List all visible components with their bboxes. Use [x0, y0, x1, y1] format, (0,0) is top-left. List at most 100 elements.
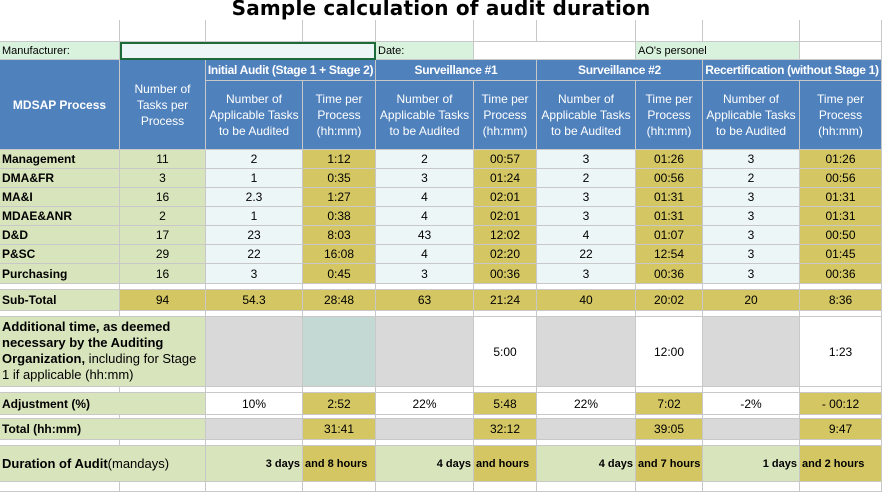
adjustment-s1_t[interactable]: 5:48: [474, 393, 537, 415]
total-s2-t[interactable]: 39:05: [636, 419, 703, 440]
total-s1-n[interactable]: [376, 419, 474, 440]
empty-cell[interactable]: [206, 440, 303, 446]
empty-cell[interactable]: [703, 311, 800, 317]
row-ia_n[interactable]: 2.3: [206, 188, 303, 207]
total-ia-n[interactable]: [206, 419, 303, 440]
additional-s2-n[interactable]: [537, 317, 636, 387]
row-ia_n[interactable]: 2: [206, 150, 303, 169]
row-ia_n[interactable]: 3: [206, 264, 303, 284]
row-s2_t[interactable]: 12:54: [636, 245, 703, 264]
ao-personel-input[interactable]: [800, 42, 882, 60]
empty-cell[interactable]: [636, 482, 703, 492]
empty-cell[interactable]: [474, 482, 537, 492]
total-rc-t[interactable]: 9:47: [800, 419, 882, 440]
empty-cell[interactable]: [474, 284, 537, 290]
empty-cell[interactable]: [303, 415, 376, 419]
row-s1_n[interactable]: 4: [376, 188, 474, 207]
duration-ia-days[interactable]: 3 days: [206, 446, 303, 482]
row-rc_t[interactable]: 01:45: [800, 245, 882, 264]
row-rc_n[interactable]: 3: [703, 245, 800, 264]
row-s1_t[interactable]: 12:02: [474, 226, 537, 245]
adjustment-rc_t[interactable]: - 00:12: [800, 393, 882, 415]
row-s1_n[interactable]: 2: [376, 150, 474, 169]
row-s1_t[interactable]: 00:57: [474, 150, 537, 169]
row-number-of-tasks[interactable]: 16: [120, 264, 206, 284]
row-s1_n[interactable]: 4: [376, 207, 474, 226]
empty-cell[interactable]: [537, 482, 636, 492]
row-rc_n[interactable]: 2: [703, 169, 800, 188]
subtotal-s2_n[interactable]: 40: [537, 290, 636, 311]
empty-cell[interactable]: [376, 284, 474, 290]
additional-rc-n[interactable]: [703, 317, 800, 387]
empty-cell[interactable]: [0, 415, 120, 419]
row-s1_t[interactable]: 02:01: [474, 207, 537, 226]
empty-cell[interactable]: [474, 440, 537, 446]
row-ia_t[interactable]: 1:27: [303, 188, 376, 207]
empty-cell[interactable]: [303, 387, 376, 393]
row-ia_t[interactable]: 8:03: [303, 226, 376, 245]
empty-cell[interactable]: [537, 20, 636, 42]
duration-ia-hours[interactable]: and 8 hours: [303, 446, 376, 482]
empty-cell[interactable]: [376, 311, 474, 317]
row-s2_t[interactable]: 01:31: [636, 207, 703, 226]
manufacturer-input[interactable]: [120, 42, 376, 60]
row-number-of-tasks[interactable]: 11: [120, 150, 206, 169]
row-rc_t[interactable]: 00:36: [800, 264, 882, 284]
adjustment-s2_t[interactable]: 7:02: [636, 393, 703, 415]
row-number-of-tasks[interactable]: 3: [120, 169, 206, 188]
empty-cell[interactable]: [537, 284, 636, 290]
empty-cell[interactable]: [474, 387, 537, 393]
empty-cell[interactable]: [120, 284, 206, 290]
date-input[interactable]: [474, 42, 636, 60]
empty-cell[interactable]: [537, 415, 636, 419]
row-ia_n[interactable]: 1: [206, 207, 303, 226]
subtotal-s1_n[interactable]: 63: [376, 290, 474, 311]
additional-ia-t[interactable]: [303, 317, 376, 387]
empty-cell[interactable]: [303, 482, 376, 492]
row-s2_t[interactable]: 01:07: [636, 226, 703, 245]
empty-cell[interactable]: [703, 387, 800, 393]
empty-cell[interactable]: [303, 311, 376, 317]
empty-cell[interactable]: [120, 415, 206, 419]
additional-ia-n[interactable]: [206, 317, 303, 387]
row-s2_n[interactable]: 22: [537, 245, 636, 264]
row-s1_t[interactable]: 01:24: [474, 169, 537, 188]
empty-cell[interactable]: [537, 387, 636, 393]
row-s2_t[interactable]: 00:36: [636, 264, 703, 284]
empty-cell[interactable]: [703, 482, 800, 492]
row-s2_n[interactable]: 4: [537, 226, 636, 245]
row-ia_t[interactable]: 0:45: [303, 264, 376, 284]
row-s2_n[interactable]: 3: [537, 264, 636, 284]
row-rc_n[interactable]: 3: [703, 150, 800, 169]
empty-cell[interactable]: [206, 284, 303, 290]
duration-rc-days[interactable]: 1 days: [703, 446, 800, 482]
row-rc_t[interactable]: 01:26: [800, 150, 882, 169]
duration-s1-hours[interactable]: and hours: [474, 446, 537, 482]
row-rc_t[interactable]: 00:50: [800, 226, 882, 245]
empty-cell[interactable]: [206, 387, 303, 393]
additional-rc-t[interactable]: 1:23: [800, 317, 882, 387]
empty-cell[interactable]: [376, 20, 474, 42]
empty-cell[interactable]: [120, 482, 206, 492]
total-s2-n[interactable]: [537, 419, 636, 440]
row-rc_n[interactable]: 3: [703, 226, 800, 245]
subtotal-s2_t[interactable]: 20:02: [636, 290, 703, 311]
empty-cell[interactable]: [474, 415, 537, 419]
row-rc_n[interactable]: 3: [703, 188, 800, 207]
total-ia-t[interactable]: 31:41: [303, 419, 376, 440]
duration-s1-days[interactable]: 4 days: [376, 446, 474, 482]
total-s1-t[interactable]: 32:12: [474, 419, 537, 440]
empty-cell[interactable]: [703, 284, 800, 290]
row-s1_t[interactable]: 02:01: [474, 188, 537, 207]
row-ia_n[interactable]: 23: [206, 226, 303, 245]
empty-cell[interactable]: [120, 387, 206, 393]
row-rc_t[interactable]: 01:31: [800, 207, 882, 226]
row-number-of-tasks[interactable]: 29: [120, 245, 206, 264]
adjustment-s2_n[interactable]: 22%: [537, 393, 636, 415]
row-ia_t[interactable]: 0:35: [303, 169, 376, 188]
row-ia_n[interactable]: 1: [206, 169, 303, 188]
row-ia_t[interactable]: 0:38: [303, 207, 376, 226]
empty-cell[interactable]: [800, 20, 882, 42]
empty-cell[interactable]: [800, 482, 882, 492]
row-s2_n[interactable]: 3: [537, 188, 636, 207]
